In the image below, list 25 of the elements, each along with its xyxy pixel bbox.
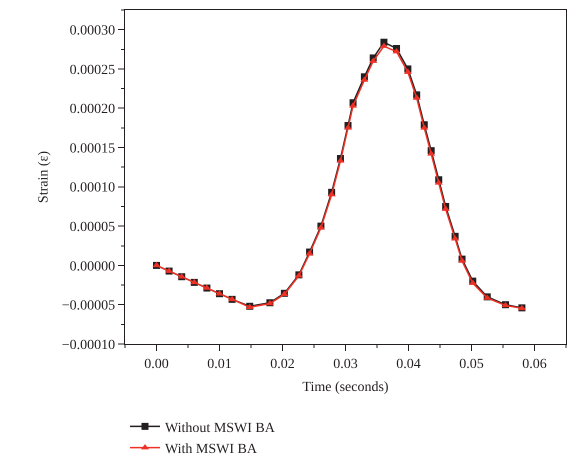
y-tick-label: 0.00000 [70,259,116,274]
y-tick-label: 0.00030 [70,24,116,39]
x-tick-label: 0.01 [207,356,232,372]
x-axis-title: Time (seconds) [302,380,389,396]
y-tick-label: 0.00025 [70,62,116,78]
x-tick-label: 0.03 [333,356,358,372]
point [349,102,358,108]
y-tick-label: 0.00015 [70,141,116,156]
point [427,150,436,156]
x-tick-label: 0.00 [144,356,169,372]
legend-label: With MSWI BA [165,442,258,458]
legend-label: Without MSWI BA [165,420,276,436]
point [360,76,368,82]
y-tick-label: 0.00010 [70,180,116,196]
y-tick-label: −0.00005 [62,298,116,314]
x-tick-label: 0.04 [396,356,421,372]
y-tick-label: 0.00020 [70,102,116,118]
y-tick-label: −0.00010 [62,338,116,353]
x-tick-label: 0.06 [522,356,547,372]
y-tick-label: 0.00005 [70,220,116,236]
point [420,124,428,130]
x-tick-label: 0.02 [270,356,295,372]
x-tick-label: 0.05 [459,356,484,372]
point [434,179,443,185]
y-axis-title: Strain (ε) [36,150,52,204]
